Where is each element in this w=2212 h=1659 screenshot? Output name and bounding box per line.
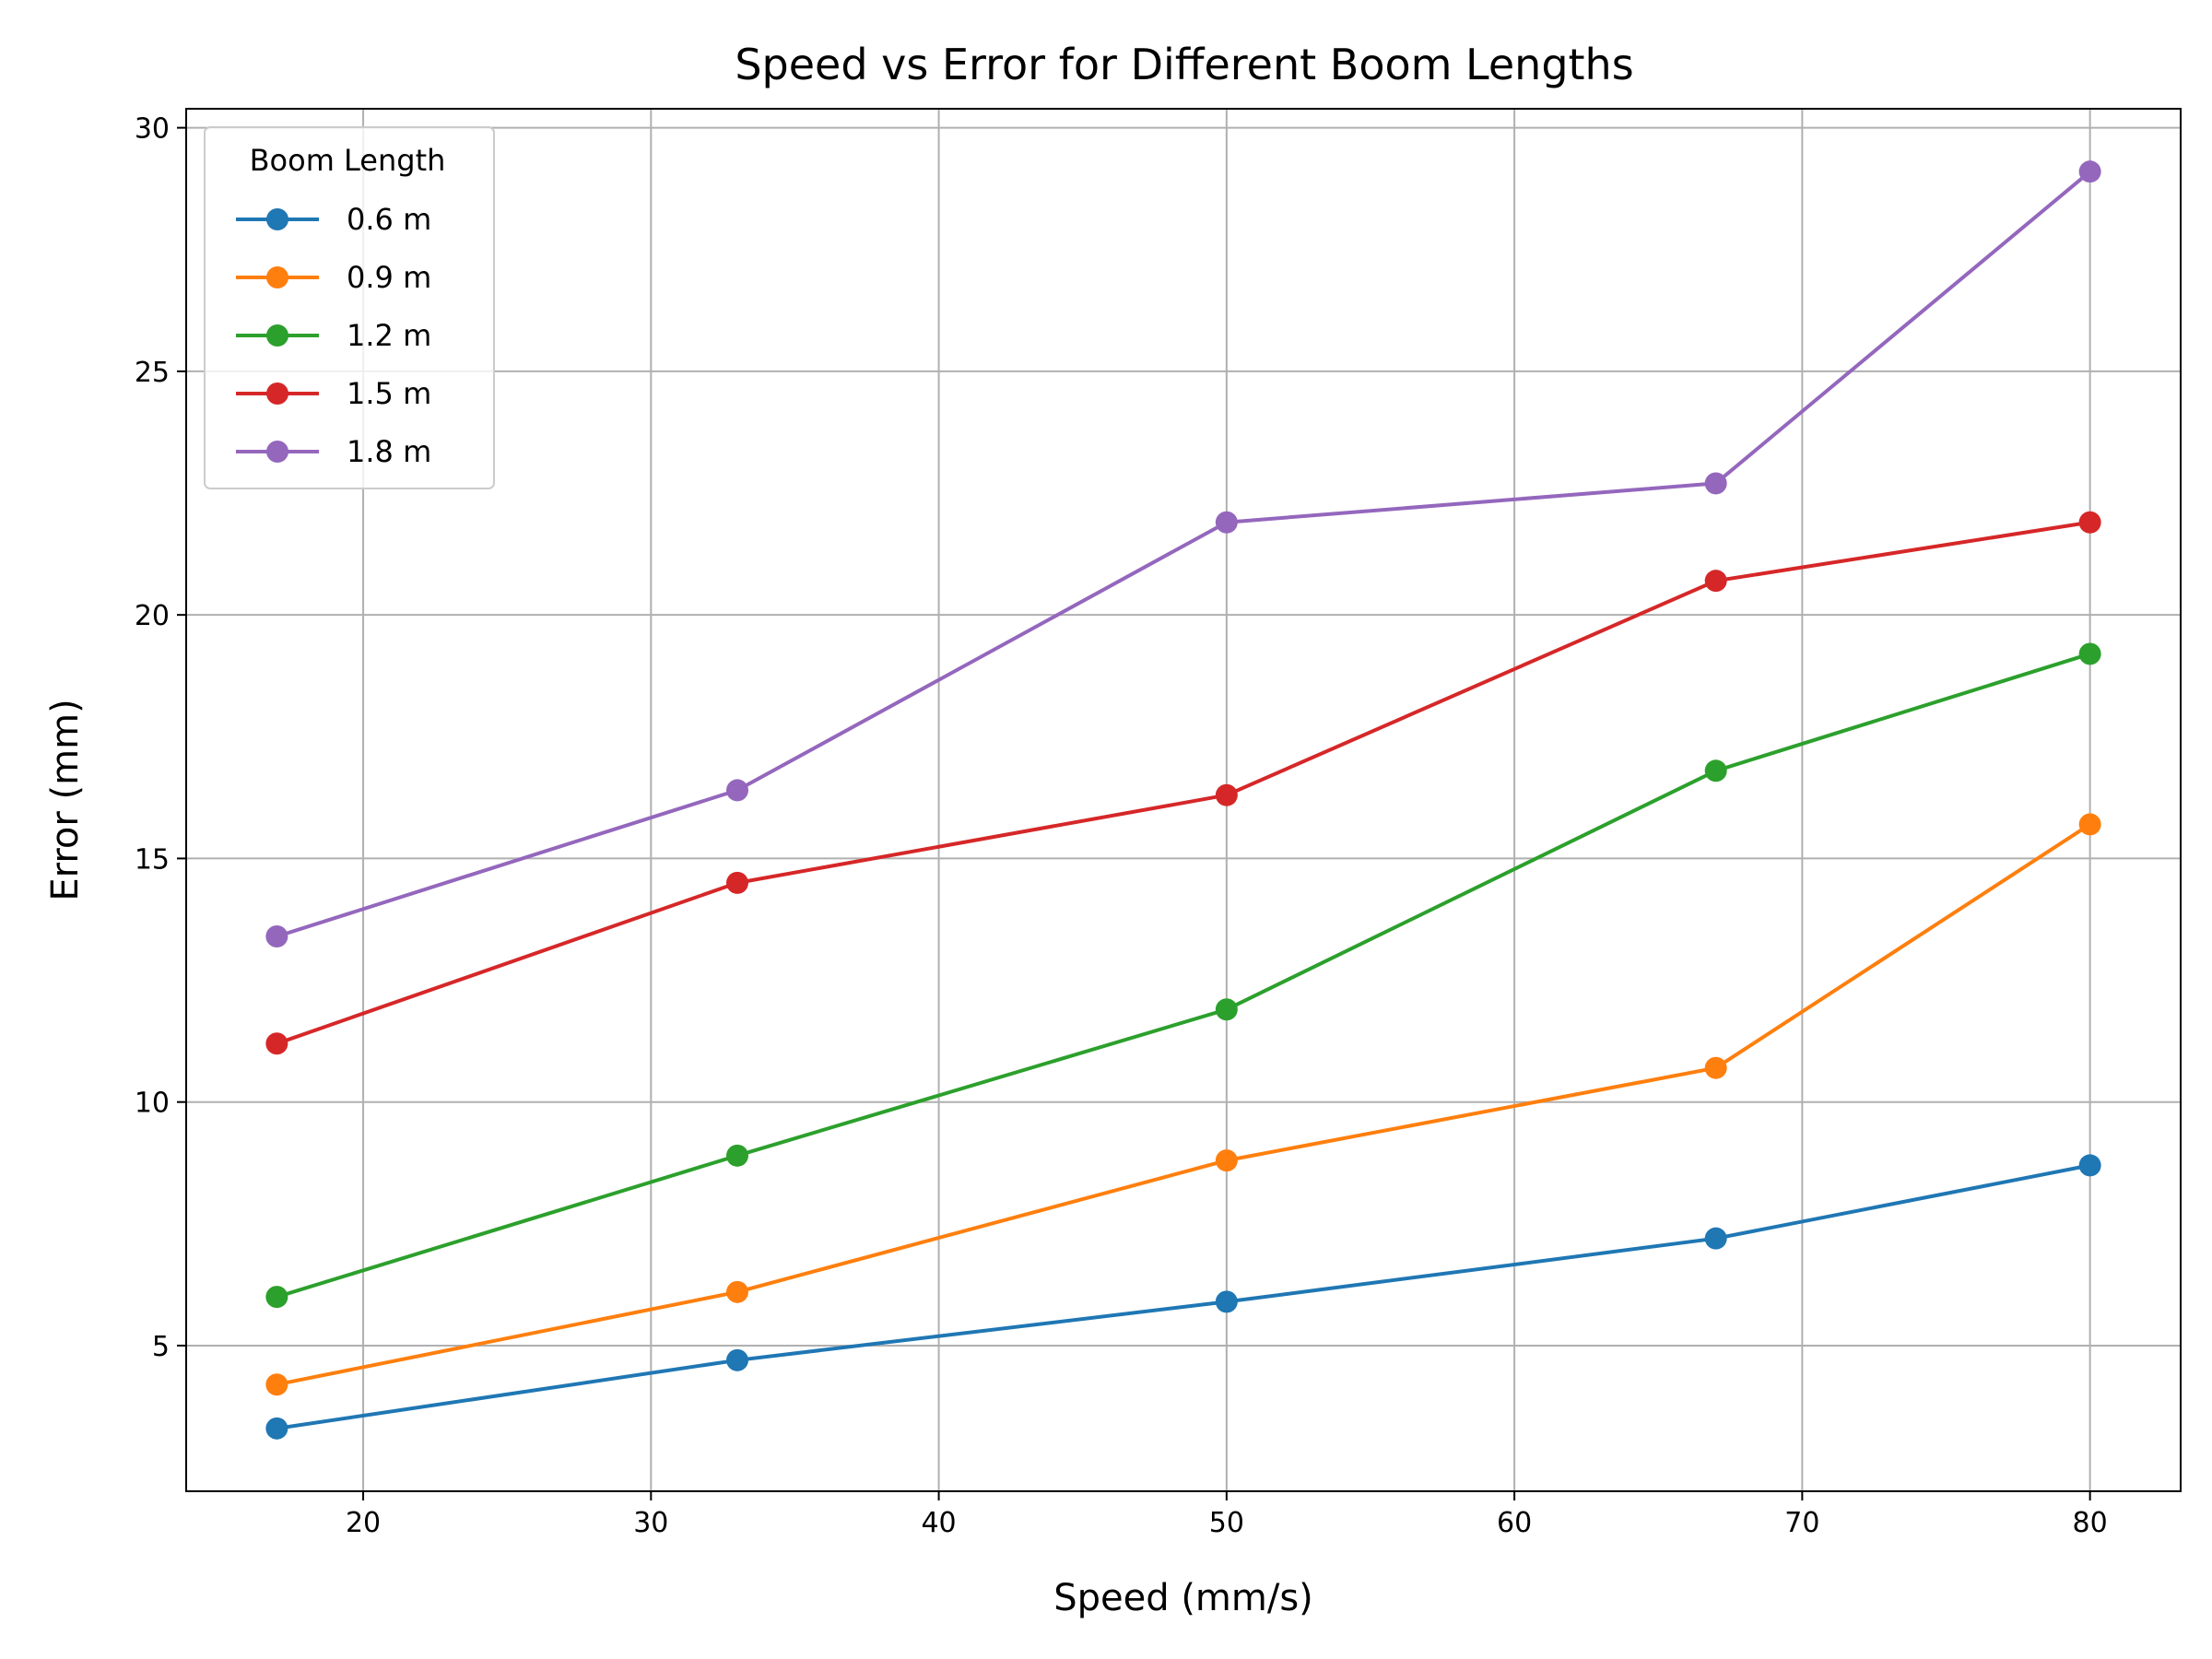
x-axis-ticks: 20 30 40 50 60 70 80 xyxy=(346,1491,2108,1539)
data-point xyxy=(265,1032,288,1055)
data-point xyxy=(2078,511,2101,534)
data-point xyxy=(1215,998,1238,1021)
legend-marker xyxy=(266,266,288,288)
legend-label: 1.8 m xyxy=(347,434,431,469)
legend-marker xyxy=(266,382,288,405)
data-point xyxy=(2078,1154,2101,1177)
legend: Boom Length 0.6 m 0.9 m 1.2 m 1.5 m 1.8 m xyxy=(204,126,495,489)
data-point xyxy=(1704,1227,1727,1250)
data-point xyxy=(265,1417,288,1440)
y-tick-label: 5 xyxy=(152,1331,170,1363)
data-point xyxy=(2078,642,2101,665)
x-tick-label: 50 xyxy=(1209,1507,1244,1539)
chart-title: Speed vs Error for Different Boom Length… xyxy=(735,40,1633,89)
legend-label: 1.2 m xyxy=(347,318,431,353)
series-points xyxy=(265,160,2101,1440)
data-point xyxy=(1215,1290,1238,1313)
data-point xyxy=(1704,472,1727,495)
legend-title: Boom Length xyxy=(250,143,446,178)
data-point xyxy=(1704,1056,1727,1079)
data-point xyxy=(2078,813,2101,836)
x-axis-label: Speed (mm/s) xyxy=(1053,1577,1313,1619)
legend-label: 0.6 m xyxy=(347,202,431,237)
y-tick-label: 25 xyxy=(135,357,170,389)
y-tick-label: 30 xyxy=(135,113,170,146)
grid-lines xyxy=(186,109,2181,1491)
data-point xyxy=(725,871,748,894)
data-point xyxy=(725,779,748,802)
data-point xyxy=(265,1286,288,1309)
data-point xyxy=(725,1348,748,1371)
x-tick-label: 60 xyxy=(1497,1507,1532,1539)
x-tick-label: 70 xyxy=(1784,1507,1819,1539)
data-point xyxy=(2078,160,2101,183)
x-tick-label: 30 xyxy=(633,1507,668,1539)
data-point xyxy=(725,1280,748,1303)
y-tick-label: 15 xyxy=(135,843,170,876)
y-tick-label: 20 xyxy=(135,600,170,632)
data-point xyxy=(725,1144,748,1167)
legend-label: 1.5 m xyxy=(347,376,431,411)
legend-label: 0.9 m xyxy=(347,260,431,295)
x-tick-label: 40 xyxy=(921,1507,956,1539)
legend-entries: 0.6 m 0.9 m 1.2 m 1.5 m 1.8 m xyxy=(236,202,431,469)
x-tick-label: 80 xyxy=(2073,1507,2108,1539)
y-tick-label: 10 xyxy=(135,1088,170,1120)
data-point xyxy=(1215,1149,1238,1172)
data-point xyxy=(265,924,288,947)
y-axis-ticks: 5 10 15 20 25 30 xyxy=(135,113,186,1363)
data-point xyxy=(265,1373,288,1396)
y-axis-label: Error (mm) xyxy=(44,699,87,900)
data-point xyxy=(1215,783,1238,806)
data-point xyxy=(1215,511,1238,534)
legend-marker xyxy=(266,208,288,230)
plot-area-frame xyxy=(185,108,2182,1492)
data-point xyxy=(1704,570,1727,593)
legend-marker xyxy=(266,441,288,463)
data-point xyxy=(1704,759,1727,782)
x-tick-label: 20 xyxy=(346,1507,381,1539)
legend-marker xyxy=(266,324,288,347)
